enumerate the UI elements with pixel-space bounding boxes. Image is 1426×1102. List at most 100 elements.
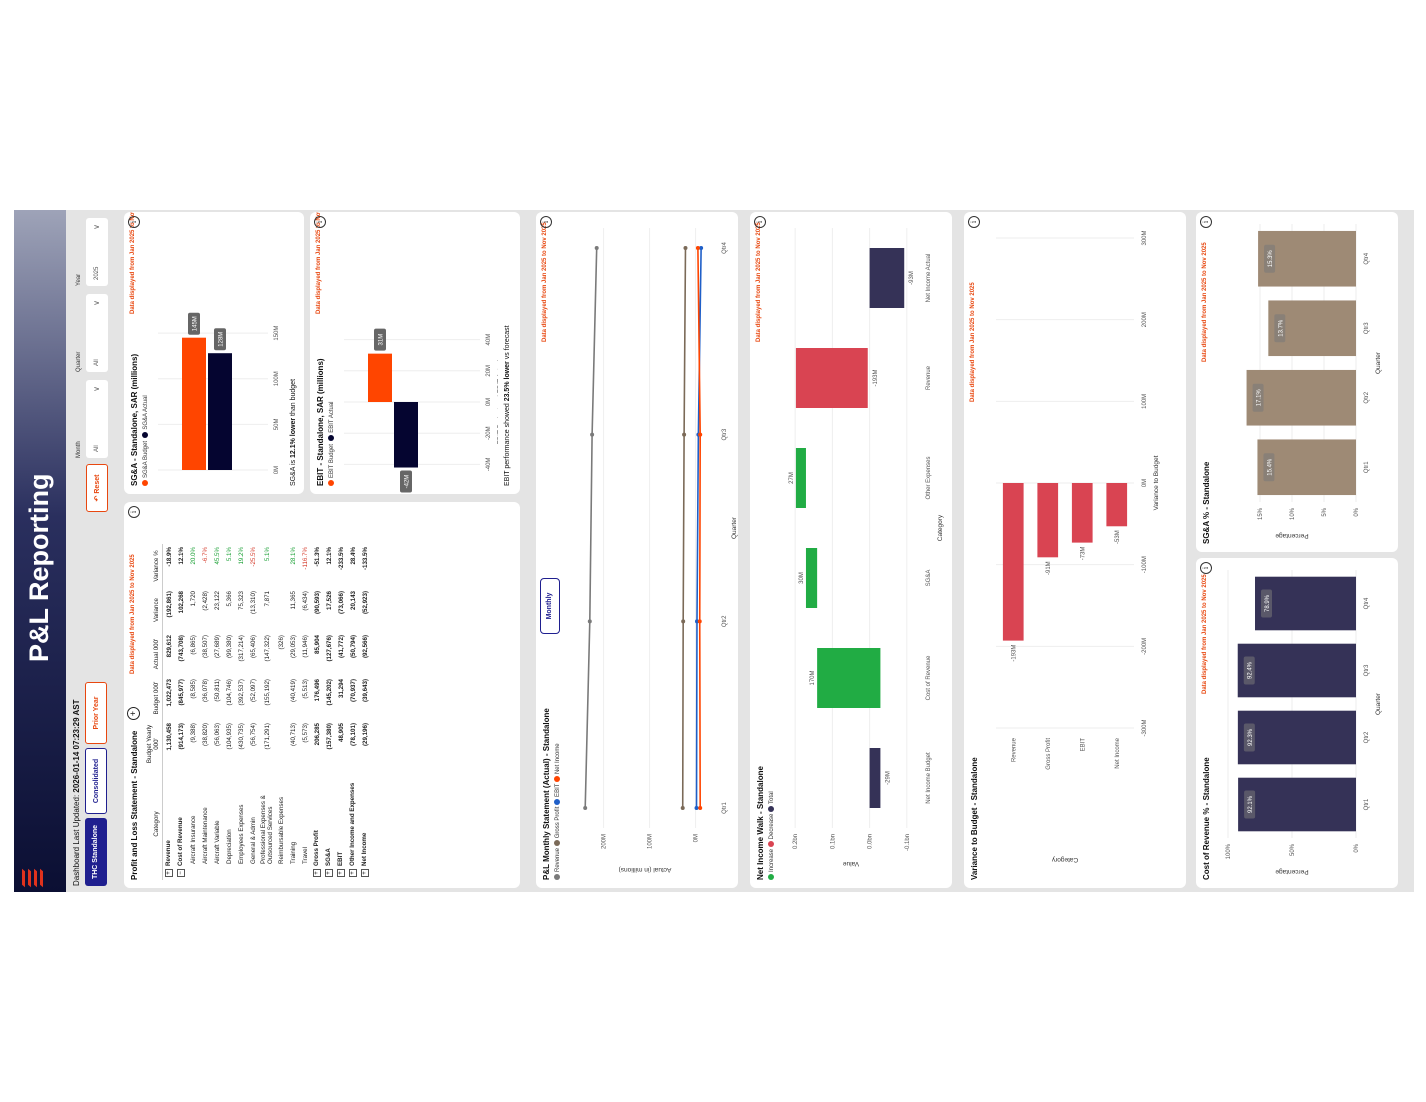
pl-table: Category Budget Yearly 000' Budget 000' Act… [144,544,371,880]
table-row[interactable]: + Revenue 1,130,458 1,022,473 829,612 (192,86… [163,544,176,880]
walk-card: Net Income Walk - Standalone Data displa… [750,212,952,888]
table-row[interactable]: + Gross Profit 206,285 176,496 85,904 (90,593… [311,544,323,880]
info-icon[interactable]: i [968,216,980,228]
tab-thc-standalone[interactable]: THC Standalone [85,818,107,886]
filter-year-value: 2025 [94,266,100,280]
logo-stripe [40,868,43,888]
ebit-chart: 40M 20M 0M -20M -40M EBIT Budget and EBIT Act… [344,328,498,493]
chevron-down-icon: ∨ [92,224,101,230]
table-cell-by: (56,754) [249,723,257,747]
table-row[interactable]: + Other Income and Expenses (78,101) (70,93… [347,544,359,880]
bar [1255,576,1356,631]
axis-tick-label: 0.1bn [830,834,836,849]
data-label-bg [1274,314,1286,343]
series-line-net-income [697,247,702,809]
data-point [594,246,599,250]
axis-tick-label: Qtr4 [1364,252,1370,264]
table-cell-v: 75,323 [237,591,245,610]
table-row[interactable]: Reimbursable Expenses (326) [275,544,287,880]
expand-icon[interactable]: + [313,869,321,877]
info-icon[interactable]: i [1200,216,1212,228]
axis-tick-label: -100M [1142,556,1148,573]
table-header-cell[interactable]: Actual 000' [144,632,163,676]
table-cell-category: Reimbursable Expenses [275,768,287,880]
table-header-cell[interactable]: Budget 000' [144,676,163,720]
table-row[interactable]: Aircraft Maintenance (38,820) (36,078) (38,… [199,544,211,880]
legend-swatch [768,805,774,812]
info-icon[interactable]: i [128,506,140,518]
bar [1257,439,1356,496]
table-cell-a: (99,380) [225,635,233,659]
monthly-toggle-button[interactable]: Monthly [540,578,560,634]
axis-tick-label: 200M [1142,312,1148,327]
info-icon[interactable]: i [128,216,140,228]
table-cell-b: (5,513) [301,679,309,699]
table-row[interactable]: + Net Income (29,196) (39,643) (92,566) (52,9… [359,544,371,880]
axis-tick-label: Net Income Budget [926,752,932,804]
legend-label: Decrease [769,813,775,840]
walk-chart: 0.2bn 0.1bn 0.0bn -0.1bn Value -29M Net Income… [789,228,944,867]
table-row[interactable]: Travel (5,573) (5,513) (11,946) (6,434) -116.… [299,544,311,880]
table-cell-category: General & Admin [247,768,259,880]
table-cell-b: 176,496 [313,679,321,702]
table-cell-category: + SG&A [323,768,335,880]
data-label: -42M [405,475,411,489]
table-row[interactable]: Aircraft Insurance (9,388) (8,585) (6,865) 1… [187,544,199,880]
table-cell-v: (73,066) [337,591,345,615]
expand-icon[interactable]: + [349,869,357,877]
filter-quarter-select[interactable]: All ∨ [86,294,108,372]
category-label: Aircraft Variable [213,820,221,864]
table-row[interactable]: Employees Expenses (430,735) (392,537) (317… [235,544,247,880]
tab-prior-year[interactable]: Prior Year [85,682,107,744]
table-cell-vp: 28.1% [289,547,297,565]
category-label: Cost of Revenue [177,817,184,866]
table-row[interactable]: Aircraft Variable (56,063) (50,811) (27,689… [211,544,223,880]
info-icon[interactable]: i [540,216,552,228]
table-header-cell[interactable]: Variance % [144,544,163,588]
table-cell-vp: -116.7% [301,547,309,570]
table-cell-v: 7,871 [263,591,271,607]
category-label: Training [289,841,297,864]
table-cell-a: (147,322) [263,635,271,662]
table-header-cell[interactable]: Variance [144,588,163,632]
table-row[interactable]: General & Admin (56,754) (52,097) (65,406) (… [247,544,259,880]
legend-swatch [328,480,334,486]
filter-month-select[interactable]: All ∨ [86,380,108,458]
table-header-cell[interactable]: Category [144,768,163,880]
info-icon[interactable]: i [314,216,326,228]
filter-year-select[interactable]: 2025 ∨ [86,218,108,286]
collapse-icon[interactable]: − [177,869,185,877]
table-cell-b: (36,078) [201,679,209,703]
table-row[interactable]: Training (40,713) (40,419) (29,053) 11,365 28… [287,544,299,880]
axis-tick-label: Net Income Actual [926,254,932,303]
table-cell-a: (11,946) [301,635,309,658]
info-icon[interactable]: i [754,216,766,228]
table-cell-a: (92,566) [361,635,369,659]
table-cell-v: (13,310) [249,591,257,615]
bar-budget [182,337,206,470]
table-row[interactable]: + EBIT 48,905 31,294 (41,772) (73,066) -233.5% [335,544,347,880]
expand-icon[interactable]: + [361,869,369,877]
table-row[interactable]: − Cost of Revenue (914,173) (845,977) (743,7… [175,544,187,880]
pl-table-card: Profit and Loss Statement - Standalone +… [124,502,520,888]
axis-tick-label: 0M [274,466,280,474]
axis-tick-label: 100M [1142,394,1148,409]
table-row[interactable]: Professional Expenses & Outsourced Servi… [259,544,275,880]
expand-icon[interactable]: + [337,869,345,877]
add-icon[interactable]: + [127,707,140,720]
table-cell-a: (29,053) [289,635,297,659]
table-row[interactable]: Depreciation (104,935) (104,746) (99,380) 5,… [223,544,235,880]
expand-icon[interactable]: + [325,869,333,877]
sga-legend: SG&A Budget SG&A Actual [142,395,149,486]
tab-consolidated[interactable]: Consolidated [85,748,107,814]
expand-icon[interactable]: + [165,869,173,877]
info-icon[interactable]: i [1200,562,1212,574]
reset-button[interactable]: ↶ Reset [86,464,108,512]
logo-stripe [28,868,31,888]
reset-label: Reset [94,474,101,494]
table-row[interactable]: + SG&A (157,380) (145,202) (127,676) 17,526 12… [323,544,335,880]
data-label: 78.9% [1265,594,1271,612]
table-header-cell[interactable]: Budget Yearly 000' [144,720,163,768]
cor-chart: 100% 50% 0% Percentage 92.1% Qtr1 92.3% Qtr2 92.… [1226,570,1382,875]
axis-tick-label: Cost of Revenue [926,655,932,700]
